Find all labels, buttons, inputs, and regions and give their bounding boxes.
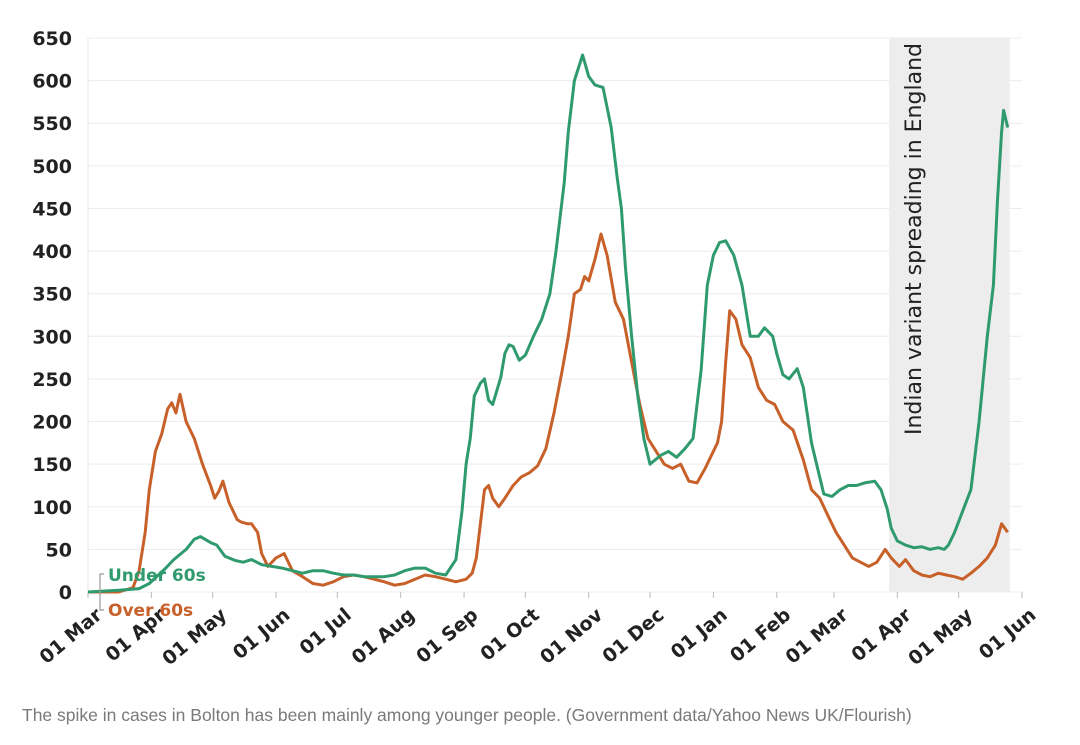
- y-tick-label: 550: [32, 113, 72, 135]
- y-tick-label: 150: [32, 454, 72, 476]
- y-tick-label: 250: [32, 369, 72, 391]
- x-tick-label: 01 Oct: [476, 604, 543, 666]
- x-tick-label: 01 Jun: [975, 604, 1041, 664]
- x-tick-label: 01 Aug: [348, 604, 420, 669]
- x-tick-label: 01 Jun: [229, 604, 295, 664]
- x-tick-label: 01 Jul: [295, 604, 355, 660]
- series-label-over-60s: Over 60s: [108, 601, 193, 621]
- y-tick-label: 300: [32, 326, 72, 348]
- grid-lines: [87, 37, 1022, 593]
- y-tick-label: 450: [32, 198, 72, 220]
- series-lines: [87, 53, 1010, 594]
- series-label-under-60s: Under 60s: [108, 566, 206, 586]
- line-chart: Indian variant spreading in England 0 50 1…: [32, 28, 1041, 670]
- x-tick-label: 01 Jan: [667, 604, 732, 664]
- x-tick-label: 01 Dec: [598, 604, 668, 668]
- label-connector: [99, 573, 104, 611]
- x-tick-label: 01 Mar: [35, 603, 106, 668]
- y-tick-label: 50: [46, 539, 72, 561]
- y-tick-label: 0: [59, 582, 72, 604]
- y-tick-label: 500: [32, 156, 72, 178]
- x-tick-label: 01 Feb: [726, 604, 795, 667]
- series-line-over-60s: [88, 232, 1009, 594]
- x-tick-label: 01 Mar: [781, 603, 852, 668]
- shaded-band-label: Indian variant spreading in England: [902, 43, 927, 435]
- y-axis: 0 50 100 150 200 250 300 350 400 450 500 550 600 650: [32, 28, 72, 604]
- y-tick-label: 650: [32, 28, 72, 50]
- y-tick-label: 600: [32, 71, 72, 93]
- x-tick-label: 01 Sep: [412, 604, 482, 668]
- shaded-region: Indian variant spreading in England: [889, 38, 1010, 592]
- y-tick-label: 100: [32, 497, 72, 519]
- y-tick-label: 200: [32, 412, 72, 434]
- series-labels: Under 60s Over 60s: [99, 566, 206, 621]
- chart-caption: The spike in cases in Bolton has been ma…: [22, 705, 912, 725]
- x-tick-label: 01 May: [904, 604, 977, 670]
- y-tick-label: 400: [32, 241, 72, 263]
- y-tick-label: 350: [32, 284, 72, 306]
- x-tick-label: 01 Nov: [536, 604, 608, 669]
- series-line-under-60s: [87, 53, 1010, 594]
- x-tick-label: 01 Apr: [847, 603, 916, 666]
